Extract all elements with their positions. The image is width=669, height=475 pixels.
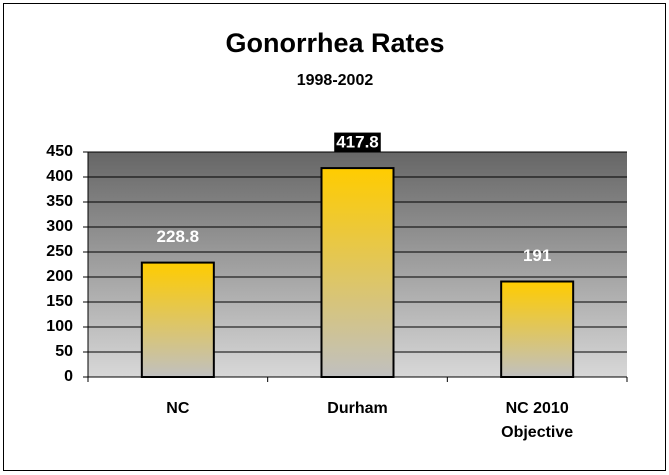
- chart-title: Gonorrhea Rates: [225, 28, 444, 58]
- x-tick-label: Durham: [327, 400, 388, 417]
- y-tick-label: 50: [55, 343, 73, 360]
- bar: [320, 167, 395, 378]
- y-tick-label: 300: [46, 218, 73, 235]
- chart-subtitle: 1998-2002: [297, 72, 374, 89]
- x-tick-label: NC 2010 Objective: [501, 400, 574, 441]
- bar: [500, 280, 575, 378]
- y-tick-label: 150: [46, 293, 73, 310]
- bar: [140, 261, 215, 379]
- data-label: 191: [523, 246, 551, 265]
- y-tick-label: 200: [46, 268, 73, 285]
- y-tick-label: 450: [46, 143, 73, 160]
- data-label-bg: [334, 132, 381, 152]
- y-tick-label: 250: [46, 243, 73, 260]
- y-tick-label: 0: [64, 368, 73, 385]
- y-tick-label: 100: [46, 318, 73, 335]
- y-tick-label: 350: [46, 193, 73, 210]
- data-label: 417.8: [336, 133, 379, 152]
- data-label: 228.8: [157, 227, 200, 246]
- x-tick-label: NC: [166, 400, 190, 417]
- y-tick-label: 400: [46, 168, 73, 185]
